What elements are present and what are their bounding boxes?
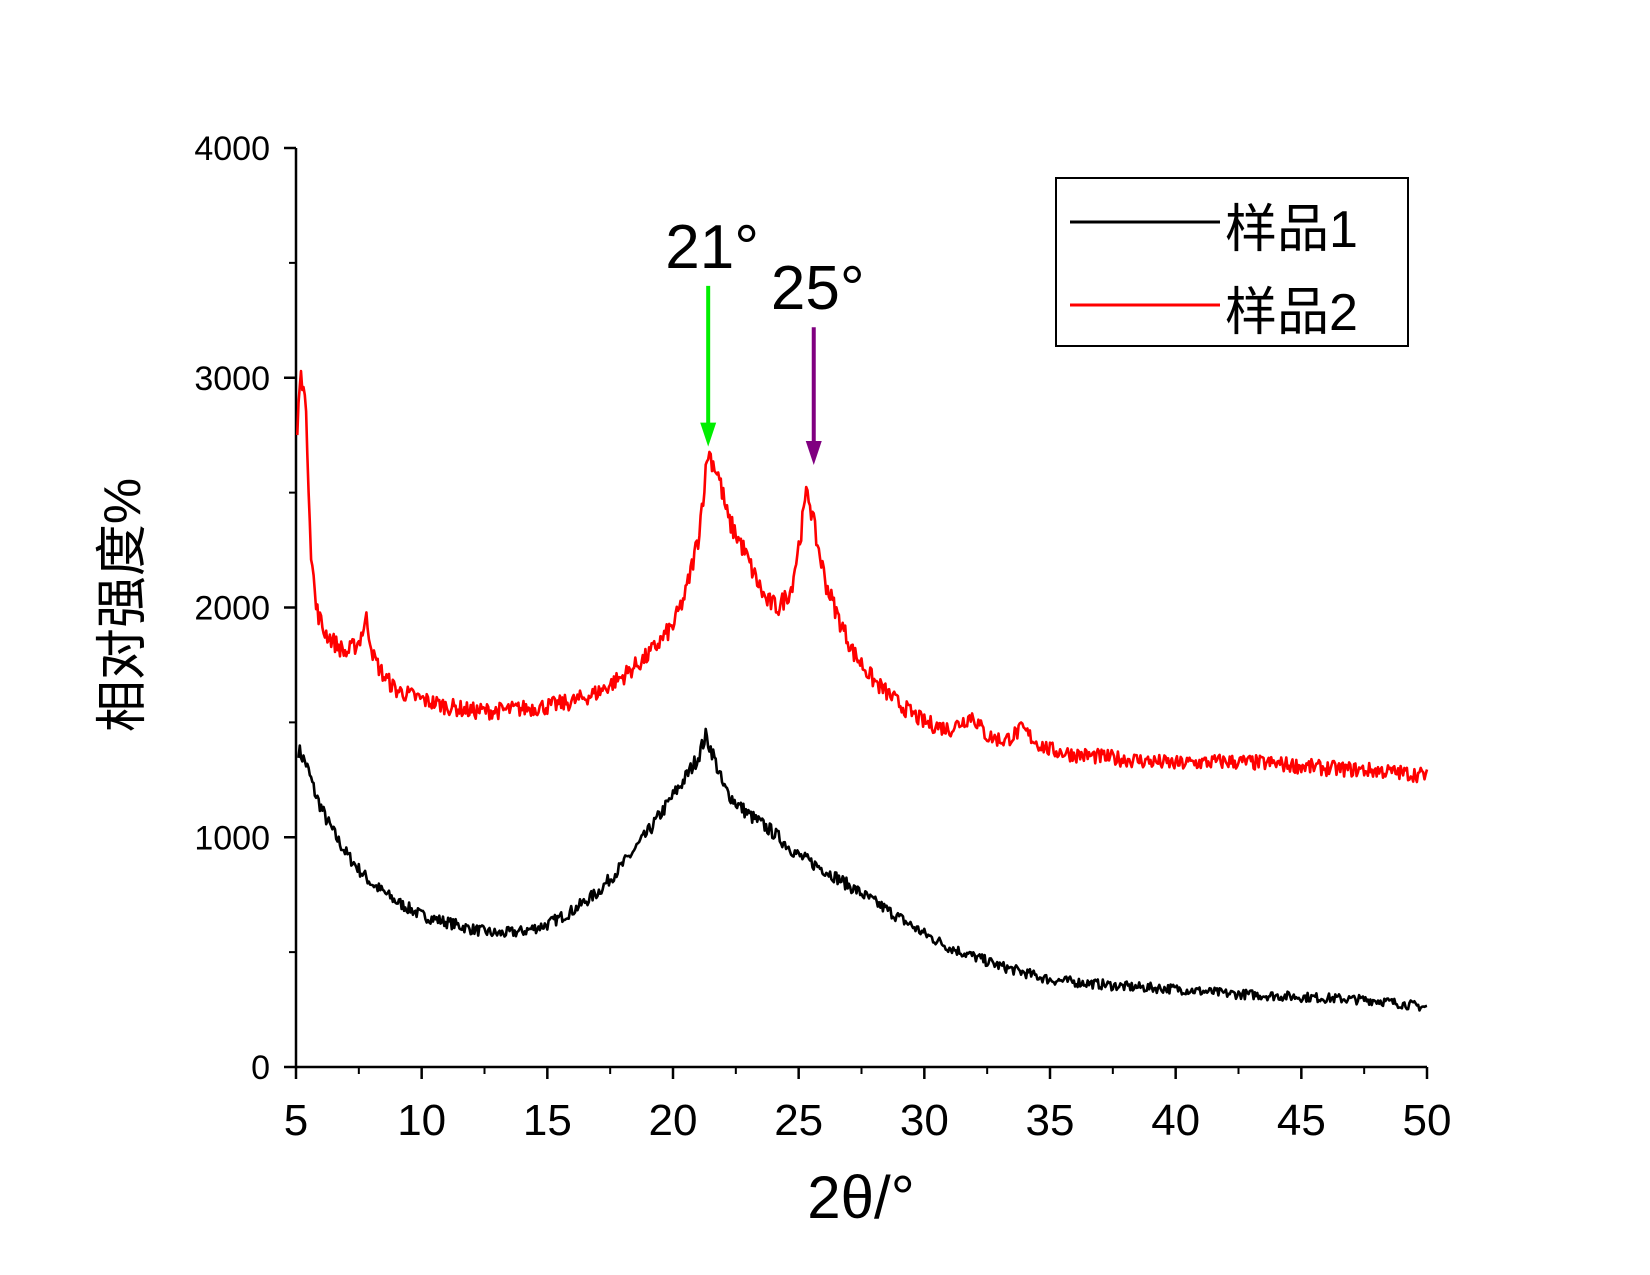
annotations: 21°25° <box>665 213 865 466</box>
x-tick-label: 45 <box>1277 1096 1326 1145</box>
y-ticks: 0 1000 2000 3000 4000 <box>194 130 296 1087</box>
peak-label-2: 25° <box>771 254 865 323</box>
legend-box <box>1055 177 1409 347</box>
legend: 样品1 样品2 <box>1055 177 1409 347</box>
peak-label-1: 21° <box>665 213 759 282</box>
legend-label-sample-1: 样品1 <box>1225 201 1358 259</box>
peak-arrow-head-1 <box>700 422 717 447</box>
x-tick-label: 20 <box>649 1096 698 1145</box>
x-tick-label: 50 <box>1403 1096 1452 1145</box>
y-axis-title: 相对强度% <box>94 478 152 732</box>
series-line-sample-1 <box>297 727 1428 1012</box>
x-tick-label: 10 <box>397 1096 446 1145</box>
y-tick-label: 1000 <box>194 819 270 857</box>
x-axis-title: 2θ/° <box>807 1164 914 1231</box>
y-tick-label: 0 <box>251 1049 270 1087</box>
y-tick-label: 4000 <box>194 130 270 168</box>
x-tick-label: 25 <box>774 1096 823 1145</box>
y-tick-label: 3000 <box>194 360 270 398</box>
plot-area: 0 1000 2000 3000 4000 5 10 15 20 25 30 35 40 45 50 21… <box>194 130 1451 1145</box>
x-tick-label: 5 <box>284 1096 308 1145</box>
series-layer <box>296 369 1429 1012</box>
series-line-sample-2 <box>296 369 1429 784</box>
x-tick-label: 15 <box>523 1096 572 1145</box>
y-tick-label: 2000 <box>194 590 270 628</box>
peak-arrow-head-2 <box>805 441 822 466</box>
x-tick-label: 30 <box>900 1096 949 1145</box>
x-tick-label: 35 <box>1026 1096 1075 1145</box>
x-ticks: 5 10 15 20 25 30 35 40 45 50 <box>284 1067 1452 1145</box>
legend-label-sample-2: 样品2 <box>1225 284 1358 342</box>
x-tick-label: 40 <box>1151 1096 1200 1145</box>
